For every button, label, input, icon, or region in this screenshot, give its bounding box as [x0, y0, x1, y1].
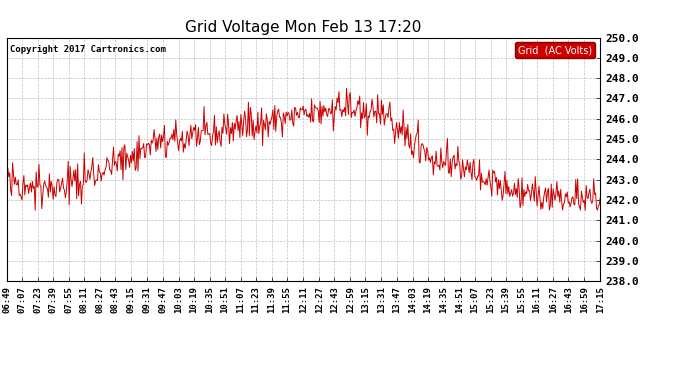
Legend: Grid  (AC Volts): Grid (AC Volts): [515, 42, 595, 58]
Text: Copyright 2017 Cartronics.com: Copyright 2017 Cartronics.com: [10, 45, 166, 54]
Title: Grid Voltage Mon Feb 13 17:20: Grid Voltage Mon Feb 13 17:20: [186, 20, 422, 35]
